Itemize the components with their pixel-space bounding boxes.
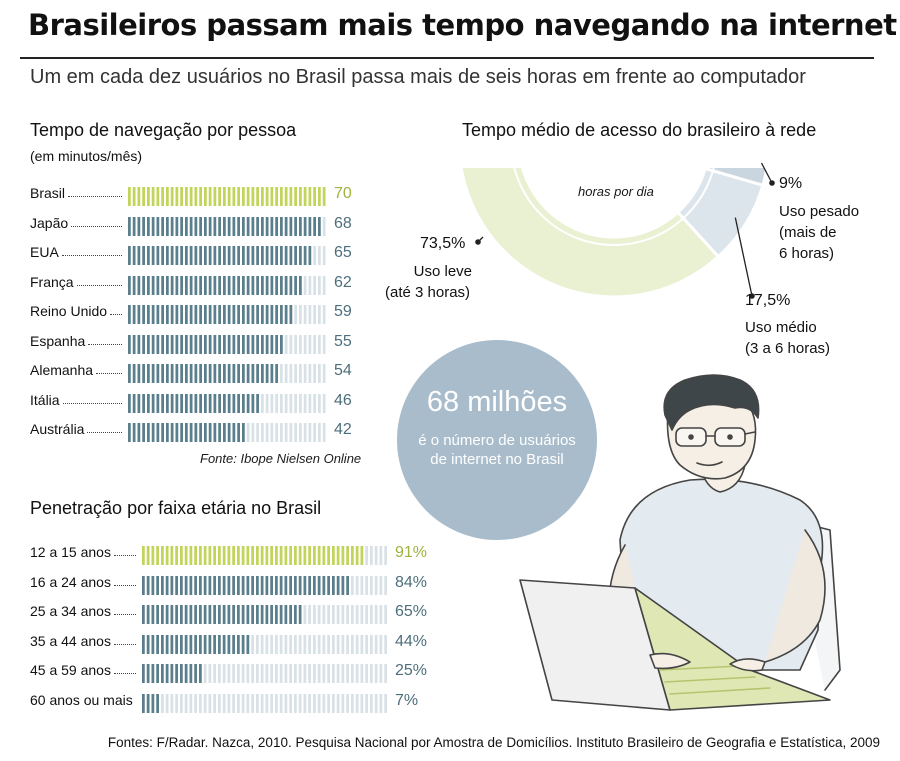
chart3-value-label: 84% [395, 573, 428, 591]
slice-leve [459, 168, 721, 299]
slice-pesado-label-1: Uso pesado [779, 203, 860, 220]
donut-center-label: horas por dia [578, 184, 654, 199]
chart1-value-label: 70 [334, 185, 352, 202]
chart3-leader [114, 614, 136, 615]
chart1-leader [63, 402, 122, 404]
chart1-leader [110, 314, 122, 315]
chart1-leader [77, 284, 122, 286]
chart1-category-label: Reino Unido [30, 303, 108, 319]
donut-inner-ring [513, 168, 715, 246]
chart1-bar [128, 275, 326, 295]
chart1-category-label: Brasil [30, 185, 66, 201]
chart1-subtitle: (em minutos/mês) [30, 148, 143, 164]
chart1-title: Tempo de navegação por pessoa [30, 120, 297, 140]
chart1-value-label: 65 [334, 244, 352, 261]
person-at-laptop-illustration [519, 374, 841, 711]
callout-text: é o número de usuários de internet no Br… [397, 431, 597, 469]
slice-medio-label-2: (3 a 6 horas) [745, 340, 831, 357]
chart1-value-label: 46 [334, 391, 352, 409]
chart1-bar [128, 393, 326, 413]
chart1-bar [128, 334, 326, 354]
chart3-leader [114, 673, 136, 674]
chart3-value-label: 91% [395, 544, 428, 561]
callout-circle [397, 340, 597, 540]
chart3-title: Penetração por faixa etária no Brasil [30, 498, 322, 518]
chart3-bar [142, 575, 387, 595]
chart1-bar [128, 423, 326, 442]
chart1-leader [62, 255, 122, 256]
chart1-category-label: EUA [30, 244, 59, 260]
chart3-leader [114, 643, 136, 645]
chart3-bar [142, 546, 387, 565]
leader-leve-dot [475, 239, 481, 245]
chart1-category-label: França [30, 273, 74, 290]
page-title: Brasileiros passam mais tempo navegando … [28, 8, 897, 42]
chart1-leader [68, 196, 122, 197]
chart3-value-label: 44% [395, 632, 428, 650]
slice-pesado-label-3: 6 horas) [779, 245, 835, 262]
chart1-category-label: Itália [30, 391, 60, 408]
leader-pesado-dot [769, 180, 775, 186]
chart3-category-label: 16 a 24 anos [30, 573, 111, 590]
chart1-category-label: Japão [30, 214, 69, 231]
chart1-bar [128, 187, 326, 206]
chart3-leader [114, 584, 136, 586]
callout-headline: 68 milhões [426, 386, 568, 418]
chart3-bar [142, 693, 387, 713]
chart3-category-label: 25 a 34 anos [30, 603, 111, 619]
chart1-bar [128, 364, 326, 383]
slice-pesado-label-2: (mais de [779, 224, 837, 241]
chart1-leader [71, 225, 122, 227]
chart3-value-label: 25% [395, 662, 428, 679]
chart1-value-label: 68 [334, 214, 352, 232]
leader-medio [734, 217, 753, 297]
chart3-leader [114, 555, 136, 556]
page-subtitle: Um em cada dez usuários no Brasil passa … [30, 66, 806, 88]
slice-leve-label-1: Uso leve [413, 263, 472, 280]
sources-footer: Fontes: F/Radar. Nazca, 2010. Pesquisa N… [107, 735, 880, 750]
chart1-bar [128, 216, 326, 236]
chart1-leader [87, 432, 122, 433]
chart1-value-label: 55 [334, 332, 352, 350]
chart3-category-label: 60 anos ou mais [30, 691, 133, 708]
chart1-source: Fonte: Ibope Nielsen Online [200, 451, 362, 466]
chart1-category-label: Alemanha [30, 362, 94, 378]
chart1-value-label: 59 [334, 303, 352, 320]
chart3-category-label: 35 a 44 anos [30, 632, 111, 649]
chart3-bar [142, 664, 387, 683]
callout-line-2: de internet no Brasil [430, 451, 564, 468]
leader-medio-dot [749, 293, 755, 299]
chart1-bar [128, 305, 326, 324]
slice-medio-value: 17,5% [745, 292, 791, 309]
chart3-category-label: 12 a 15 anos [30, 544, 111, 560]
chart1-leader [96, 373, 122, 374]
chart1-bar [128, 246, 326, 265]
chart2-title: Tempo médio de acesso do brasileiro à re… [462, 120, 817, 140]
chart3-bar [142, 605, 387, 624]
callout-line-1: é o número de usuários [418, 432, 576, 449]
chart1-value-label: 62 [334, 273, 352, 291]
leader-pesado [760, 162, 773, 184]
slice-pesado-value: 9% [779, 175, 803, 192]
chart1-value-label: 42 [334, 421, 352, 438]
slice-leve-label-2: (até 3 horas) [385, 284, 471, 301]
chart1-category-label: Austrália [30, 421, 85, 437]
chart1-leader [88, 343, 122, 345]
chart1-category-label: Espanha [30, 332, 86, 349]
chart1-value-label: 54 [334, 362, 352, 379]
chart3-category-label: 45 a 59 anos [30, 662, 111, 678]
title-divider [20, 57, 874, 59]
chart3-value-label: 65% [395, 603, 428, 620]
chart3-value-label: 7% [395, 691, 419, 709]
chart3-bar [142, 634, 387, 654]
slice-leve-value: 73,5% [420, 235, 466, 252]
slice-medio-label-1: Uso médio [745, 319, 817, 336]
